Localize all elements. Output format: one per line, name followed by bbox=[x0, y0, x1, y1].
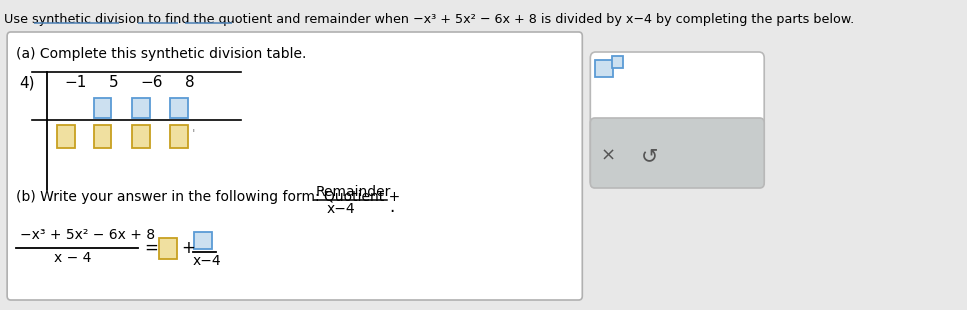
Text: ×: × bbox=[601, 147, 616, 165]
Bar bbox=[57, 125, 74, 148]
Text: (b) Write your answer in the following form: Quotient +: (b) Write your answer in the following f… bbox=[16, 190, 400, 204]
Bar bbox=[170, 125, 189, 148]
Text: −6: −6 bbox=[140, 75, 162, 90]
Text: 8: 8 bbox=[185, 75, 194, 90]
Text: Use synthetic division to find the quotient and remainder when −x³ + 5x² − 6x + : Use synthetic division to find the quoti… bbox=[5, 13, 855, 26]
Text: −x³ + 5x² − 6x + 8: −x³ + 5x² − 6x + 8 bbox=[19, 228, 155, 242]
FancyBboxPatch shape bbox=[7, 32, 582, 300]
Text: 4): 4) bbox=[19, 75, 35, 90]
Bar bbox=[132, 125, 150, 148]
FancyBboxPatch shape bbox=[590, 118, 764, 188]
Bar bbox=[159, 238, 177, 259]
Text: x−4: x−4 bbox=[327, 202, 355, 216]
Text: (a) Complete this synthetic division table.: (a) Complete this synthetic division tab… bbox=[16, 47, 307, 61]
Text: Remainder: Remainder bbox=[315, 185, 391, 199]
Text: ↺: ↺ bbox=[640, 146, 658, 166]
Bar bbox=[170, 98, 189, 118]
FancyBboxPatch shape bbox=[590, 52, 764, 187]
Bar bbox=[194, 232, 212, 249]
Text: +: + bbox=[181, 239, 195, 257]
Text: ': ' bbox=[191, 129, 195, 141]
Bar bbox=[612, 56, 624, 68]
Bar bbox=[132, 98, 150, 118]
Bar bbox=[94, 98, 111, 118]
Text: x−4: x−4 bbox=[192, 254, 221, 268]
Text: =: = bbox=[144, 239, 159, 257]
Bar bbox=[94, 125, 111, 148]
Text: −1: −1 bbox=[65, 75, 87, 90]
Text: 5: 5 bbox=[108, 75, 118, 90]
Text: .: . bbox=[390, 198, 395, 216]
Bar bbox=[595, 60, 613, 77]
Text: x − 4: x − 4 bbox=[53, 251, 91, 265]
